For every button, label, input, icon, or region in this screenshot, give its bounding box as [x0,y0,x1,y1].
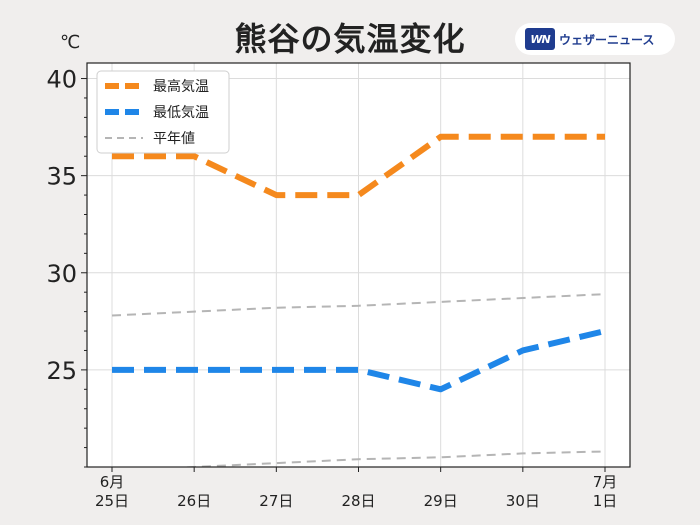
x-tick-label: 30日 [506,492,540,510]
series-line-1 [112,328,606,393]
x-tick-label: 28日 [341,492,375,510]
x-tick-label: 26日 [177,492,211,510]
legend-label: 最高気温 [153,78,209,95]
legend-label: 最低気温 [153,105,209,121]
plot-frame [86,62,631,468]
brand-name: ウェザーニュース [559,32,655,47]
weathernews-logo: WN ウェザーニュース [515,23,675,55]
x-tick-label: 6月 25日 [95,473,129,510]
x-tick-label: 29日 [424,492,458,510]
y-tick-label: 25 [46,357,77,385]
x-tick-label: 7月 1日 [593,473,618,510]
brand-mark-icon: WN [525,28,555,50]
y-tick-label: 40 [46,66,77,94]
legend-label: 平年値 [153,131,195,147]
chart-title: 熊谷の気温変化 [234,20,466,58]
legend-box [96,70,230,154]
y-axis-unit: ℃ [60,32,81,53]
y-tick-label: 30 [46,260,77,288]
x-tick-label: 27日 [259,492,293,510]
series-line-3 [172,450,606,467]
series-line-2 [111,293,606,317]
y-tick-label: 35 [46,163,77,191]
series-line-0 [112,133,605,199]
